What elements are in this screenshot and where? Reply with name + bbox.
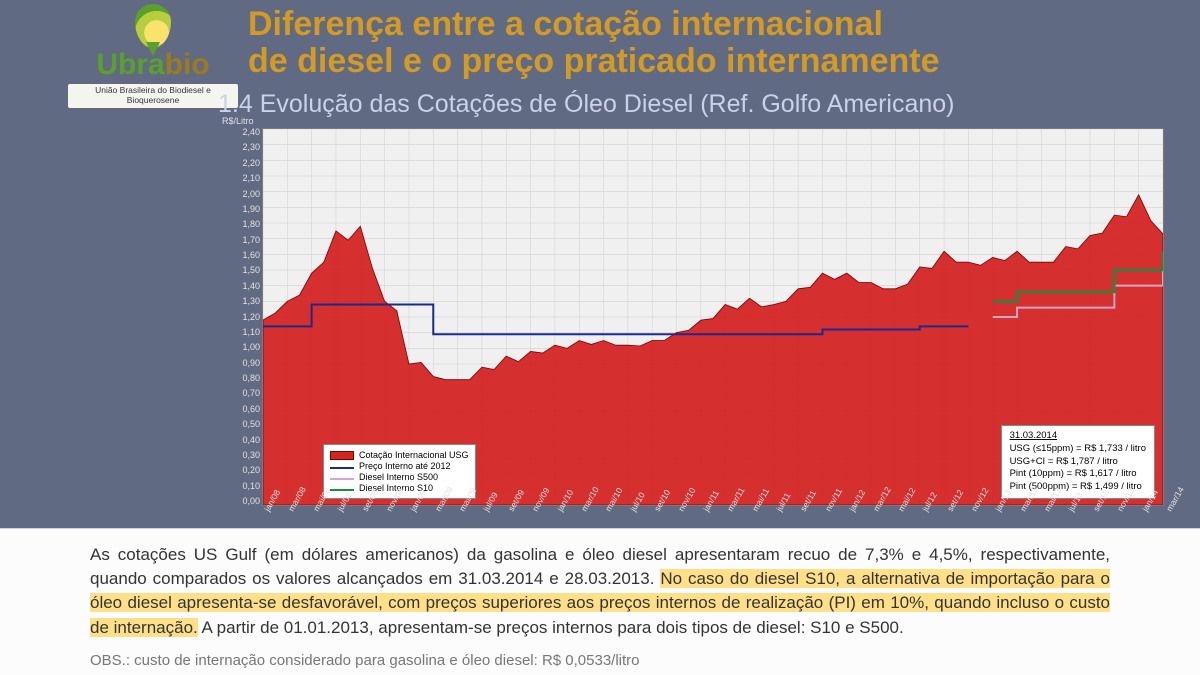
y-tick: 0,60 <box>218 405 260 414</box>
x-tick: mar/10 <box>579 508 605 523</box>
plot-area: Cotação Internacional USGPreço Interno a… <box>262 128 1164 506</box>
logo-word-part2: bio <box>165 48 210 81</box>
x-tick: jan/09 <box>408 508 434 523</box>
body-text: As cotações US Gulf (em dólares american… <box>0 528 1200 675</box>
y-tick: 2,30 <box>218 143 260 152</box>
y-tick: 1,60 <box>218 251 260 260</box>
y-tick: 2,20 <box>218 159 260 168</box>
y-tick: 1,30 <box>218 297 260 306</box>
body-obs: OBS.: custo de internação considerado pa… <box>90 650 1110 671</box>
diesel-chart: R$/Litro 2,402,302,202,102,001,901,801,7… <box>218 120 1170 540</box>
x-tick: jan/12 <box>847 508 873 523</box>
legend-swatch <box>330 467 354 469</box>
y-tick: 0,70 <box>218 389 260 398</box>
logo: Ubrabio União Brasileira do Biodiesel e … <box>68 4 238 108</box>
page-title: Diferença entre a cotação internacional … <box>248 6 1180 79</box>
x-tick: mai/11 <box>750 508 776 523</box>
legend-label: Cotação Internacional USG <box>359 450 469 460</box>
body-p1b: A partir de 01.01.2013, apresentam-se pr… <box>202 618 904 637</box>
x-tick: mai/13 <box>1042 508 1068 523</box>
x-tick: nov/09 <box>530 508 556 523</box>
x-tick: set/12 <box>945 508 971 523</box>
x-tick: jan/08 <box>262 508 288 523</box>
logo-tagline: União Brasileira do Biodiesel e Bioquero… <box>68 84 238 108</box>
x-tick: mar/09 <box>433 508 459 523</box>
y-tick: 1,50 <box>218 266 260 275</box>
y-tick: 1,20 <box>218 313 260 322</box>
legend-item: Diesel Interno S500 <box>330 472 469 482</box>
x-tick: jul/10 <box>628 508 654 523</box>
annotation-row: USG+CI = R$ 1,787 / litro <box>1010 456 1146 469</box>
x-tick: mar/11 <box>725 508 751 523</box>
annotation-row: USG (≤15ppm) = R$ 1,733 / litro <box>1010 443 1146 456</box>
x-tick: jul/13 <box>1066 508 1092 523</box>
x-tick: jan/13 <box>993 508 1019 523</box>
y-tick: 1,70 <box>218 236 260 245</box>
legend-swatch <box>330 451 354 460</box>
y-tick: 0,30 <box>218 451 260 460</box>
legend-item: Cotação Internacional USG <box>330 450 469 460</box>
x-tick: mai/12 <box>896 508 922 523</box>
x-tick: jul/12 <box>920 508 946 523</box>
x-tick: nov/12 <box>969 508 995 523</box>
annotation-date: 31.03.2014 <box>1010 430 1146 443</box>
x-tick: mar/08 <box>286 508 312 523</box>
y-tick: 0,90 <box>218 359 260 368</box>
x-tick: mai/08 <box>311 508 337 523</box>
x-tick: jan/14 <box>1140 508 1166 523</box>
x-tick: jan/10 <box>555 508 581 523</box>
x-tick: jan/11 <box>701 508 727 523</box>
x-tick: nov/10 <box>676 508 702 523</box>
y-tick: 0,50 <box>218 420 260 429</box>
x-tick: mar/13 <box>1018 508 1044 523</box>
x-tick: set/08 <box>360 508 386 523</box>
y-tick: 0,80 <box>218 374 260 383</box>
title-line2: de diesel e o preço praticado internamen… <box>248 43 1180 80</box>
annotation-row: Pint (10ppm) = R$ 1,617 / litro <box>1010 468 1146 481</box>
x-tick: mar/14 <box>1164 508 1190 523</box>
x-tick: nov/13 <box>1115 508 1141 523</box>
y-tick: 1,40 <box>218 282 260 291</box>
x-tick: set/13 <box>1091 508 1117 523</box>
x-tick: nov/11 <box>823 508 849 523</box>
x-tick: jul/08 <box>335 508 361 523</box>
y-tick: 0,00 <box>218 497 260 506</box>
legend-label: Preço Interno até 2012 <box>359 461 451 471</box>
x-tick: set/10 <box>652 508 678 523</box>
y-tick: 0,20 <box>218 466 260 475</box>
y-tick: 0,10 <box>218 482 260 491</box>
y-axis-label: R$/Litro <box>222 116 254 126</box>
x-tick: jul/09 <box>481 508 507 523</box>
y-tick: 1,80 <box>218 220 260 229</box>
y-tick: 1,00 <box>218 343 260 352</box>
x-tick: mai/09 <box>457 508 483 523</box>
x-tick: set/09 <box>506 508 532 523</box>
x-tick: mai/10 <box>603 508 629 523</box>
legend-swatch <box>330 489 354 491</box>
y-tick: 2,10 <box>218 174 260 183</box>
legend-item: Preço Interno até 2012 <box>330 461 469 471</box>
logo-drop-icon <box>135 4 171 48</box>
y-tick: 2,40 <box>218 128 260 137</box>
subtitle: 1.4 Evolução das Cotações de Óleo Diesel… <box>218 90 955 119</box>
x-tick: jul/11 <box>774 508 800 523</box>
y-ticks: 2,40 2,30 2,20 2,10 2,00 1,90 1,80 1,70 1,60 1,50… <box>218 128 260 506</box>
y-tick: 0,40 <box>218 436 260 445</box>
y-tick: 1,90 <box>218 205 260 214</box>
y-tick: 1,10 <box>218 328 260 337</box>
title-line1: Diferença entre a cotação internacional <box>248 6 1180 43</box>
legend-label: Diesel Interno S500 <box>359 472 438 482</box>
y-tick: 2,00 <box>218 190 260 199</box>
x-tick: set/11 <box>798 508 824 523</box>
x-tick: nov/08 <box>384 508 410 523</box>
legend-swatch <box>330 478 354 480</box>
x-tick: mar/12 <box>871 508 897 523</box>
